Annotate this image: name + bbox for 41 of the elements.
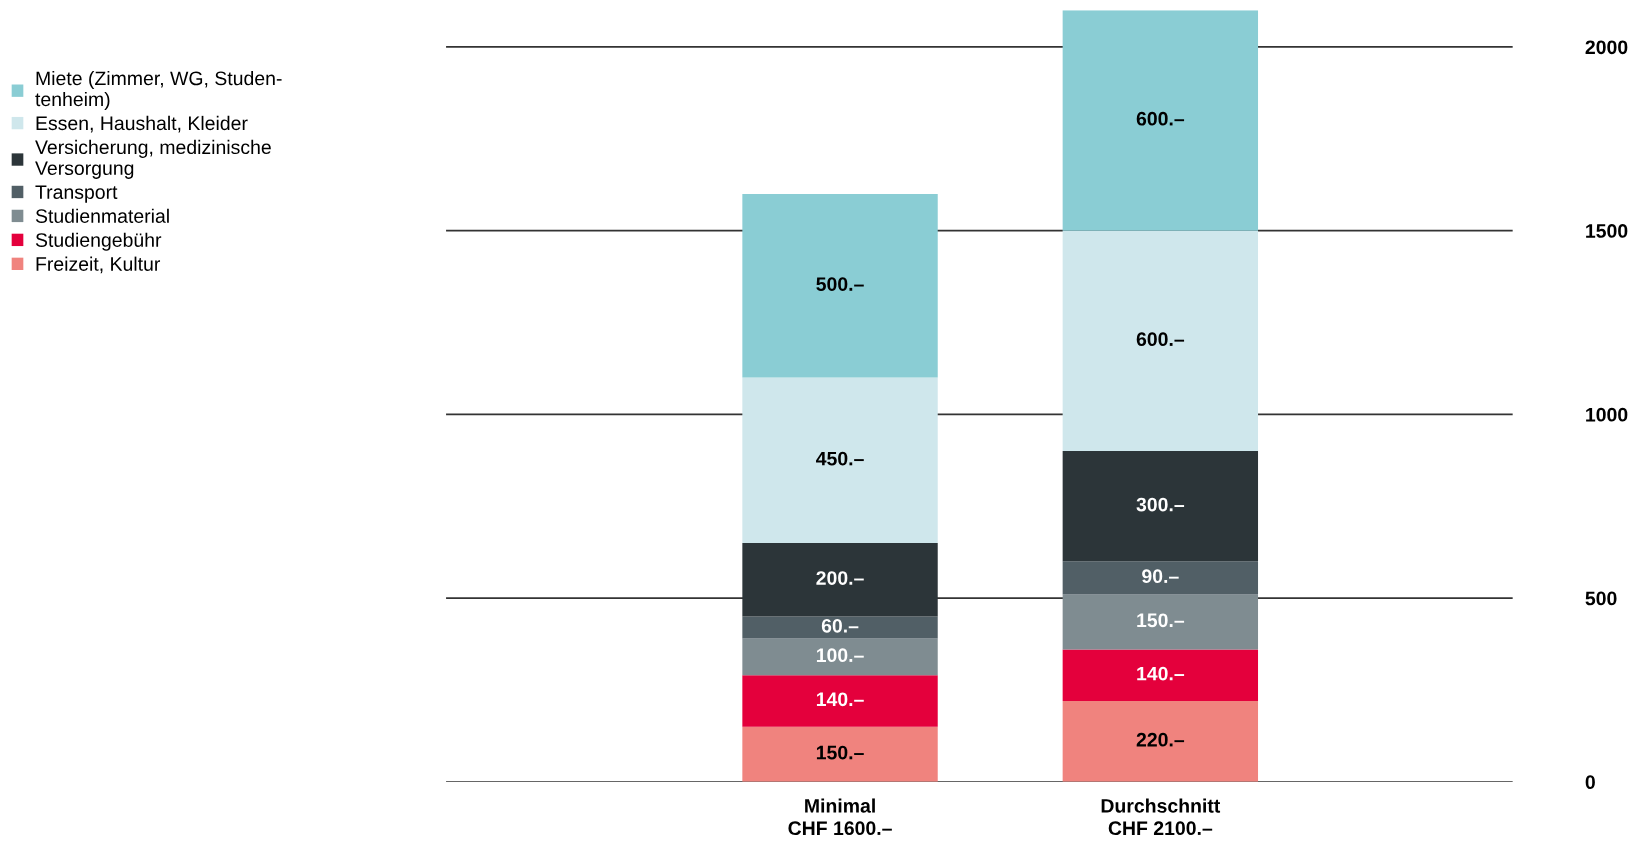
- data-label: 450.–: [816, 451, 864, 466]
- bar: [1062, 700, 1259, 782]
- y-tick-label: 1000: [1586, 407, 1628, 422]
- x-tick-label: Durchschnitt CHF 2100.–: [1101, 798, 1221, 836]
- bar: [1062, 10, 1259, 231]
- legend-label: Miete (Zimmer, WG, Studen- tenheim): [35, 70, 282, 111]
- legend-label: Studiengebühr: [35, 232, 162, 251]
- y-tick-label: 0: [1585, 775, 1595, 790]
- data-label: 200.–: [816, 571, 864, 585]
- legend-label: Versicherung, medizinische Versorgung: [35, 139, 271, 179]
- data-label: 100.–: [816, 648, 864, 663]
- bar: [742, 638, 938, 676]
- data-label: 90.–: [1142, 569, 1179, 584]
- bar: [742, 616, 938, 639]
- data-label: 600.–: [1136, 332, 1185, 347]
- legend-label: Transport: [35, 185, 118, 203]
- legend-label: Studienmaterial: [35, 208, 169, 223]
- y-tick-label: 2000: [1585, 40, 1628, 55]
- bar: [1062, 594, 1259, 650]
- data-label: 140.–: [816, 692, 864, 707]
- bar: [1062, 561, 1259, 595]
- legend-label: Freizeit, Kultur: [36, 256, 161, 274]
- y-tick-label: 1500: [1586, 224, 1628, 238]
- data-label: 150.–: [816, 745, 864, 760]
- x-tick-label: Minimal CHF 1600.–: [788, 798, 892, 836]
- legend-label: Essen, Haushalt, Kleider: [36, 115, 248, 133]
- bar: [742, 675, 938, 727]
- bar: [742, 377, 938, 543]
- data-label: 600.–: [1136, 111, 1185, 126]
- bar: [742, 193, 938, 378]
- bar: [1062, 230, 1259, 452]
- bar: [1062, 451, 1259, 562]
- data-label: 500.–: [816, 277, 864, 291]
- y-tick-label: 500: [1585, 591, 1617, 606]
- data-label: 140.–: [1137, 666, 1185, 681]
- bar: [1062, 649, 1259, 701]
- data-label: 150.–: [1137, 613, 1185, 628]
- data-label: 60.–: [821, 618, 859, 633]
- data-label: 220.–: [1136, 732, 1185, 747]
- data-label: 300.–: [1136, 497, 1185, 512]
- bar: [742, 726, 938, 782]
